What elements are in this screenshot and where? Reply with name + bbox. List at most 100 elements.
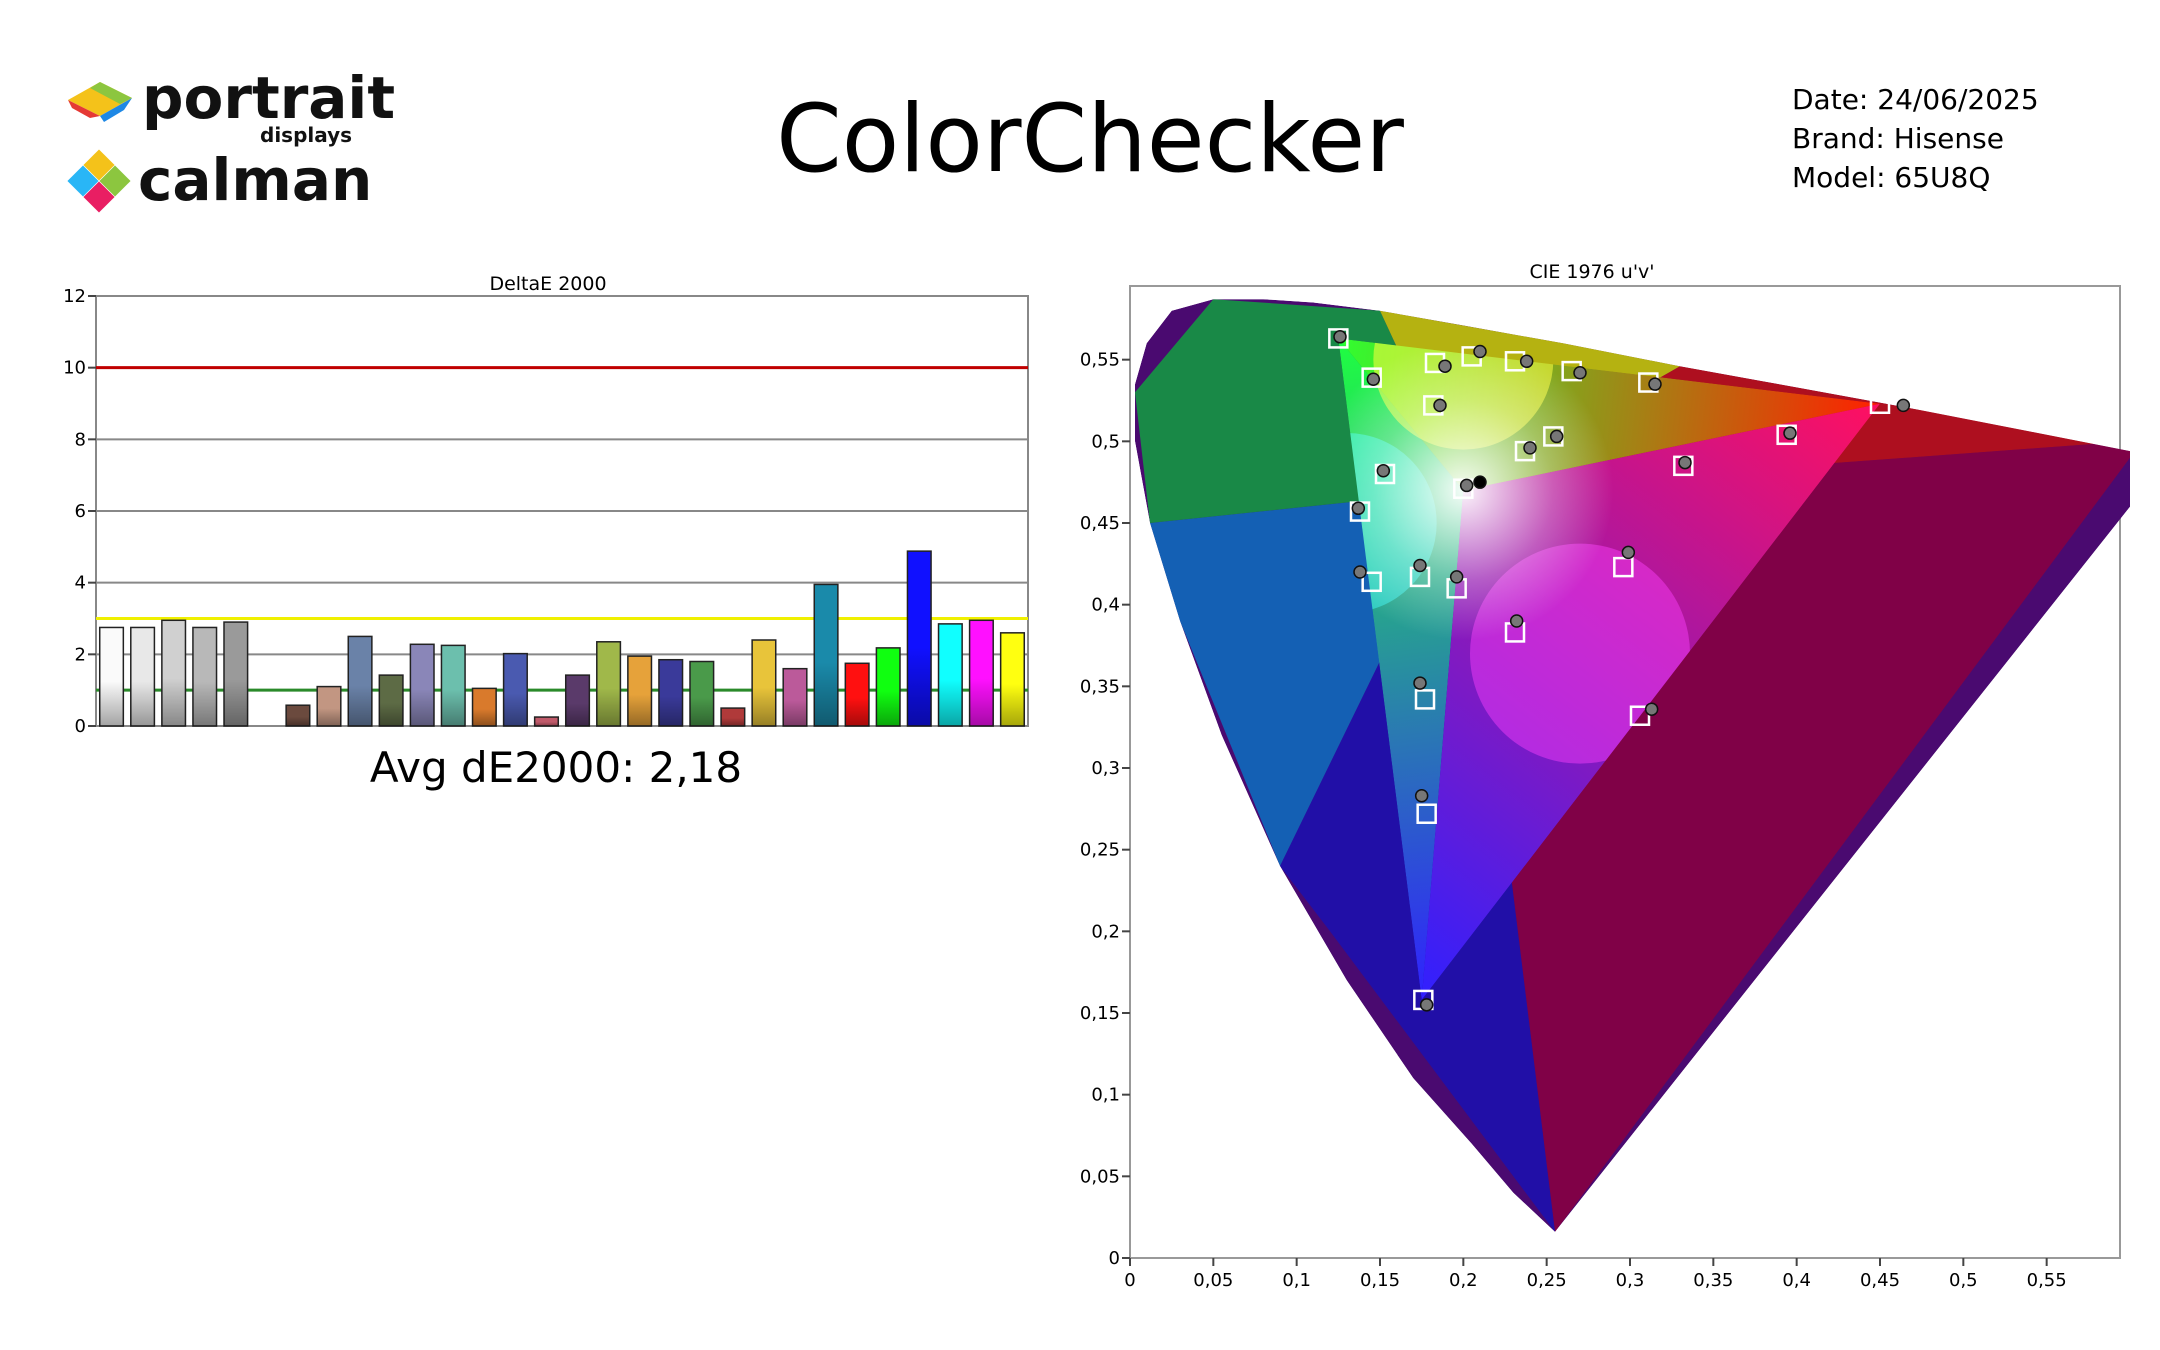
bar-y-tick-label: 10 (63, 358, 86, 379)
deltae-bar-shade (223, 622, 248, 726)
measured-point (1413, 558, 1427, 573)
measured-point (1414, 789, 1429, 803)
deltae-bar-shade (534, 717, 559, 726)
deltae-bar-shade (348, 636, 372, 726)
cie-x-tick-label: 0,2 (1449, 1270, 1478, 1291)
measured-point (1621, 545, 1636, 560)
cie-y-tick-label: 0,5 (1091, 431, 1120, 452)
cie-y-tick-label: 0,05 (1080, 1166, 1120, 1187)
deltae-bar-shade (565, 675, 590, 726)
measured-point (1783, 426, 1797, 440)
target-marker (1361, 367, 1382, 388)
cie-y-tick-label: 0,45 (1080, 513, 1120, 534)
cie-chart-title: CIE 1976 u'v' (1529, 261, 1654, 283)
deltae-bar-shade (689, 661, 714, 726)
cie-x-tick-label: 0,1 (1282, 1270, 1311, 1291)
deltae-bar-shade (969, 620, 994, 726)
deltae-bar-shade (286, 705, 310, 726)
deltae-bar-shade (721, 708, 745, 726)
measured-point (1549, 429, 1564, 444)
cie-y-tick-label: 0,35 (1080, 676, 1120, 697)
measured-point (1413, 676, 1427, 690)
cie-y-tick-label: 0,4 (1091, 595, 1120, 616)
bar-y-tick-label: 4 (75, 573, 86, 594)
bar-y-tick-label: 2 (75, 644, 86, 665)
deltae-bar-shade (99, 627, 124, 726)
deltae-bar-shade (472, 688, 497, 726)
measured-point (1519, 354, 1534, 369)
cie-y-tick-label: 0 (1109, 1248, 1120, 1269)
cie-y-tick-label: 0,15 (1080, 1003, 1120, 1024)
calman-logo-icon (67, 149, 131, 213)
cie-x-tick-label: 0,3 (1616, 1270, 1645, 1291)
deltae-bar-shade (410, 644, 435, 726)
cie-x-tick-label: 0,55 (2027, 1270, 2067, 1291)
cie-y-tick-label: 0,25 (1080, 840, 1120, 861)
report-brand: Brand: Hisense (1792, 122, 2004, 155)
deltae-bar-shade (379, 675, 403, 726)
measured-point (1438, 359, 1452, 373)
measured-point (1449, 570, 1464, 584)
target-marker (1869, 393, 1891, 415)
deltae-bar-shade (596, 641, 621, 726)
bar-y-tick-label: 6 (75, 501, 86, 522)
bar-chart-title: DeltaE 2000 (489, 273, 606, 295)
brand-logo: portrait displays calman (67, 64, 395, 214)
deltae-bar-chart: DeltaE 2000 0 2 4 6 8 10 12 Avg dE2000: 2,18 (63, 273, 1029, 792)
bar-y-tick-label: 0 (75, 716, 86, 737)
cie-y-tick-label: 0,1 (1091, 1085, 1120, 1106)
cie-x-tick-label: 0,35 (1693, 1270, 1733, 1291)
measured-point (1648, 377, 1662, 391)
report-model: Model: 65U8Q (1792, 161, 1991, 194)
bar-y-tick-label: 12 (63, 286, 86, 307)
deltae-bar-shade (1000, 632, 1025, 726)
deltae-bar-shade (658, 659, 683, 726)
measured-point (1353, 565, 1367, 579)
brand-calman-text: calman (138, 146, 372, 214)
deltae-bar-shade (627, 656, 652, 726)
measured-point (1351, 501, 1366, 516)
portrait-logo-icon (68, 82, 132, 122)
brand-displays-text: displays (260, 123, 352, 147)
deltae-bar-shade (907, 551, 932, 726)
target-marker (1414, 689, 1436, 710)
cie-x-tick-label: 0,25 (1527, 1270, 1567, 1291)
measured-point (1523, 441, 1537, 455)
deltae-bar-shade (317, 686, 341, 726)
target-marker (1416, 803, 1437, 824)
measured-point (1376, 463, 1391, 478)
deltae-bar-shade (130, 627, 155, 726)
target-marker (1613, 556, 1634, 578)
cie-diagram: CIE 1976 u'v' 0 0,05 0,1 0,15 0,2 0,25 0,3 0,35… (1080, 261, 2130, 1291)
measured-point (1459, 478, 1474, 493)
deltae-bar-shade (938, 623, 963, 726)
cie-x-tick-label: 0,45 (1860, 1270, 1900, 1291)
cie-x-tick-label: 0 (1124, 1270, 1135, 1291)
deltae-bar-shade (783, 668, 807, 726)
avg-de-summary: Avg dE2000: 2,18 (370, 743, 742, 792)
deltae-bar-shade (814, 584, 838, 726)
report-date: Date: 24/06/2025 (1792, 83, 2039, 116)
measured-point (1896, 398, 1911, 413)
measured-point (1509, 614, 1524, 628)
deltae-bar-shade (752, 640, 776, 726)
measured-point (1473, 344, 1487, 359)
page-title: ColorChecker (776, 85, 1404, 194)
measured-point (1433, 398, 1447, 413)
target-marker (1328, 328, 1349, 349)
report-metadata: Date: 24/06/2025 Brand: Hisense Model: 6… (1792, 80, 2039, 197)
measured-point (1473, 475, 1487, 489)
brand-portrait-text: portrait (142, 64, 395, 132)
deltae-bar-shade (503, 653, 528, 726)
cie-x-tick-label: 0,4 (1782, 1270, 1811, 1291)
cie-x-tick-label: 0,15 (1360, 1270, 1400, 1291)
cie-y-tick-label: 0,2 (1091, 921, 1120, 942)
measured-point (1678, 455, 1692, 470)
deltae-bar-shade (876, 647, 901, 726)
measured-point (1366, 372, 1381, 387)
cie-y-tick-label: 0,3 (1091, 758, 1120, 779)
target-marker (1361, 571, 1382, 593)
measured-point (1644, 702, 1659, 716)
deltae-bar-shade (441, 645, 466, 726)
measured-point (1419, 998, 1434, 1012)
